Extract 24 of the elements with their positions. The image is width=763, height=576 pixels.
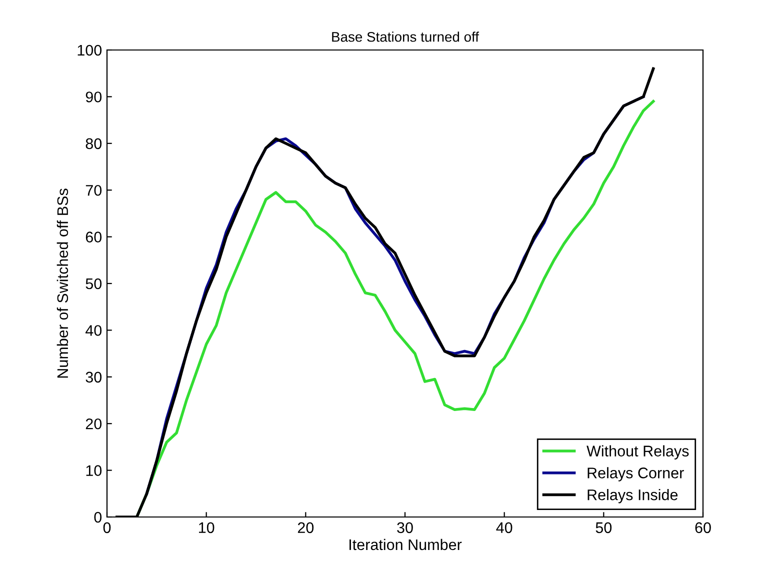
y-tick-label: 40: [86, 325, 102, 336]
y-tick-label: 30: [86, 372, 102, 383]
y-axis-title: Number of Switched off BSs: [56, 188, 68, 378]
y-tick-label: 0: [94, 512, 102, 523]
y-tick-label: 100: [78, 44, 102, 56]
y-tick-label: 90: [86, 92, 102, 102]
x-tick-label: 10: [199, 522, 214, 534]
legend-label: Without Relays: [586, 445, 689, 460]
chart-title: Base Stations turned off: [332, 32, 480, 42]
y-tick-label: 70: [86, 184, 102, 196]
x-tick-label: 0: [103, 522, 111, 534]
y-tick-label: 80: [86, 138, 102, 150]
legend-label: Relays Corner: [588, 467, 684, 482]
x-tick-label: 60: [695, 522, 711, 534]
y-tick-label: 50: [86, 278, 102, 290]
x-tick-label: 40: [496, 522, 512, 534]
x-tick-label: 50: [596, 522, 612, 534]
y-tick-label: 10: [86, 465, 102, 476]
x-tick-label: 30: [397, 522, 413, 534]
y-tick-label: 60: [86, 232, 102, 242]
x-axis-title: Iteration Number: [350, 538, 462, 550]
x-tick-label: 20: [298, 522, 314, 534]
y-tick-label: 20: [86, 418, 102, 430]
legend-label: Relays Inside: [588, 489, 678, 504]
